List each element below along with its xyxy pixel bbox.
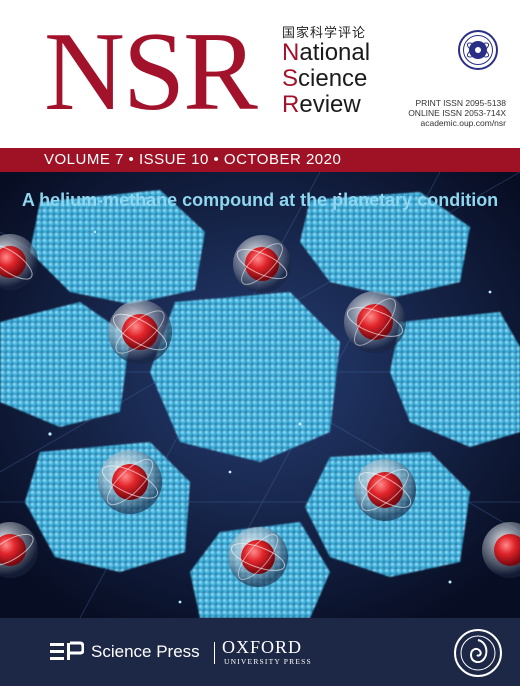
cover-artwork: A helium-methane compound at the planeta…	[0, 172, 520, 618]
helium-cluster-icon	[98, 450, 162, 514]
helium-cluster-icon	[344, 291, 406, 353]
masthead: NSR 国家科学评论 National Science Review PRINT…	[0, 0, 520, 148]
website-url: academic.oup.com/nsr	[420, 118, 506, 128]
oup-name: UNIVERSITY PRESS	[224, 657, 312, 666]
journal-full-name: National Science Review	[282, 40, 370, 118]
name-rest-review: eview	[299, 91, 361, 118]
journal-logo: NSR	[44, 10, 258, 134]
issn-block: PRINT ISSN 2095-5138 ONLINE ISSN 2053-71…	[406, 98, 506, 128]
name-initial-r: R	[282, 91, 300, 118]
helium-cluster-icon	[0, 522, 38, 578]
publisher-footer: Science Press OXFORD UNIVERSITY PRESS	[0, 618, 520, 686]
helium-cluster-icon	[108, 300, 172, 364]
name-rest-national: ational	[299, 39, 371, 66]
science-press-logo-icon	[50, 641, 84, 660]
online-issn: ONLINE ISSN 2053-714X	[408, 108, 506, 118]
helium-spheres	[0, 234, 520, 587]
cluster-top-left	[30, 190, 205, 304]
name-rest-science: cience	[298, 65, 368, 92]
helium-cluster-icon	[0, 234, 38, 290]
oxford-seal-icon	[454, 629, 502, 677]
chinese-title: 国家科学评论	[282, 26, 367, 41]
methane-clusters	[0, 190, 520, 618]
name-initial-s: S	[282, 65, 299, 92]
helium-cluster-icon	[228, 527, 288, 587]
cas-emblem-icon	[458, 30, 498, 70]
cluster-top-right	[300, 192, 470, 297]
helium-cluster-icon	[354, 459, 416, 521]
print-issn: PRINT ISSN 2095-5138	[415, 98, 506, 108]
oxford-name: OXFORD	[222, 637, 303, 657]
issue-band: VOLUME 7 • ISSUE 10 • OCTOBER 2020	[0, 148, 520, 172]
sparkle-dots	[48, 192, 492, 604]
cluster-left	[0, 302, 130, 427]
science-press-name: Science Press	[91, 642, 200, 661]
artwork-canvas	[0, 172, 520, 618]
publisher-divider	[214, 642, 215, 664]
name-initial-n: N	[282, 39, 300, 66]
cluster-center	[150, 292, 340, 462]
cluster-right	[390, 312, 520, 447]
issue-info: VOLUME 7 • ISSUE 10 • OCTOBER 2020	[44, 151, 342, 168]
helium-cluster-icon	[482, 522, 520, 578]
helium-cluster-icon	[233, 235, 291, 293]
cover-headline: A helium-methane compound at the planeta…	[21, 190, 499, 210]
